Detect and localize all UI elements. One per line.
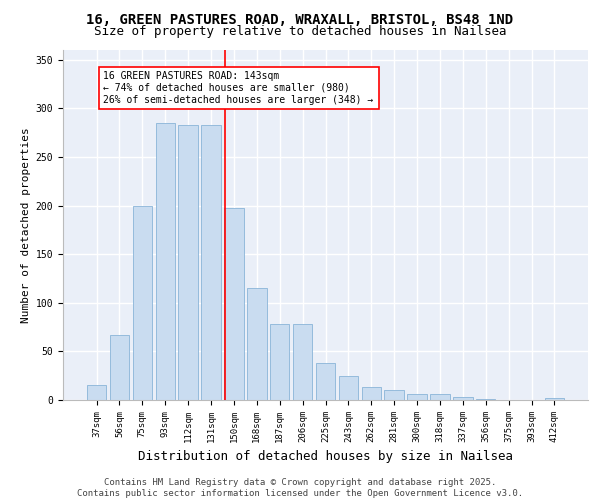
Bar: [293, 324, 313, 400]
Text: Size of property relative to detached houses in Nailsea: Size of property relative to detached ho…: [94, 25, 506, 38]
Bar: [87, 386, 106, 400]
Bar: [362, 388, 381, 400]
Bar: [407, 394, 427, 400]
Text: Contains HM Land Registry data © Crown copyright and database right 2025.
Contai: Contains HM Land Registry data © Crown c…: [77, 478, 523, 498]
Bar: [545, 398, 564, 400]
Bar: [133, 206, 152, 400]
Bar: [110, 335, 129, 400]
Y-axis label: Number of detached properties: Number of detached properties: [22, 127, 31, 323]
Bar: [270, 324, 289, 400]
Text: 16, GREEN PASTURES ROAD, WRAXALL, BRISTOL, BS48 1ND: 16, GREEN PASTURES ROAD, WRAXALL, BRISTO…: [86, 12, 514, 26]
Bar: [476, 399, 496, 400]
Bar: [155, 123, 175, 400]
Bar: [385, 390, 404, 400]
Text: 16 GREEN PASTURES ROAD: 143sqm
← 74% of detached houses are smaller (980)
26% of: 16 GREEN PASTURES ROAD: 143sqm ← 74% of …: [103, 72, 374, 104]
Bar: [224, 208, 244, 400]
Bar: [453, 397, 473, 400]
Bar: [338, 376, 358, 400]
Bar: [202, 125, 221, 400]
Bar: [316, 363, 335, 400]
X-axis label: Distribution of detached houses by size in Nailsea: Distribution of detached houses by size …: [138, 450, 513, 464]
Bar: [247, 288, 266, 400]
Bar: [430, 394, 449, 400]
Bar: [178, 125, 198, 400]
